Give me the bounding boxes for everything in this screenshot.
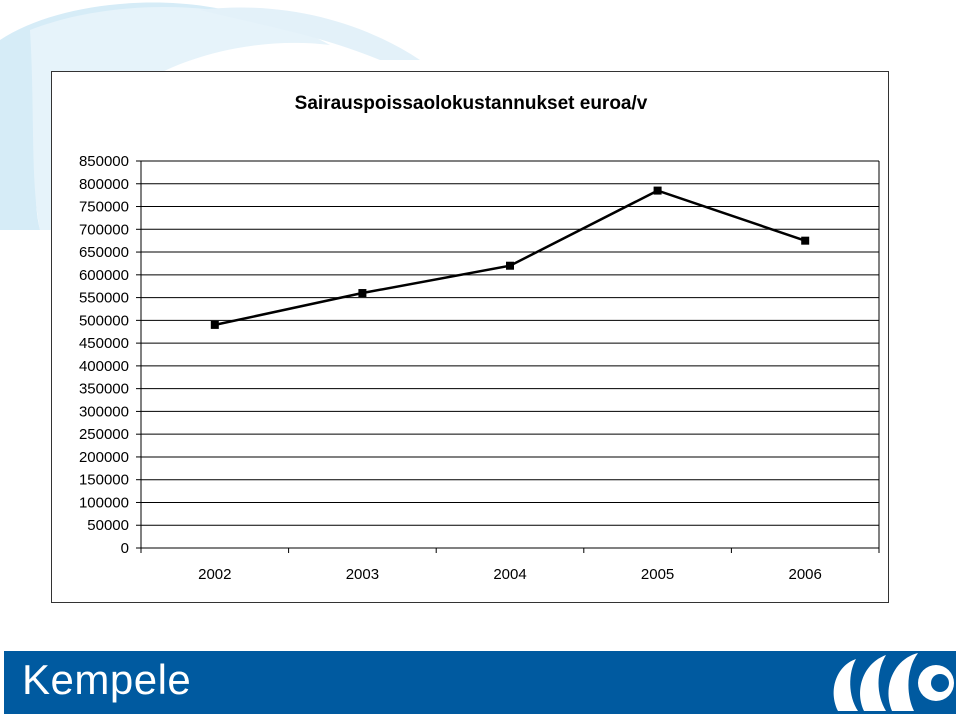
- y-tick-label: 200000: [79, 449, 129, 466]
- swirl-watermark-icon: [0, 2, 420, 230]
- y-tick-label: 0: [121, 540, 129, 557]
- data-point-marker: [210, 320, 219, 329]
- chart-title: Sairauspoissaolokustannukset euroa/v: [295, 93, 648, 114]
- y-tick-label: 350000: [79, 381, 129, 398]
- x-tick-label: 2003: [346, 566, 379, 583]
- y-tick-label: 800000: [79, 176, 129, 193]
- y-tick-label: 750000: [79, 199, 129, 216]
- x-tick-label: 2006: [789, 566, 822, 583]
- y-tick-label: 450000: [79, 335, 129, 352]
- series-line: [214, 189, 806, 327]
- data-point-marker: [358, 289, 367, 298]
- y-tick-label: 550000: [79, 290, 129, 307]
- data-point-marker: [653, 186, 662, 195]
- line-chart: Sairauspoissaolokustannukset euroa/v 0 50…: [79, 93, 880, 583]
- y-tick-label: 300000: [79, 403, 129, 420]
- axes: [136, 160, 880, 553]
- y-tick-label: 150000: [79, 472, 129, 489]
- y-tick-label: 250000: [79, 426, 129, 443]
- footer-bar: Kempele: [4, 651, 956, 714]
- x-tick-labels: 2002 2003 2004 2005 2006: [198, 566, 822, 583]
- y-tick-label: 400000: [79, 358, 129, 375]
- y-tick-label: 50000: [87, 517, 129, 534]
- y-tick-label: 600000: [79, 267, 129, 284]
- gridlines: [141, 160, 879, 526]
- brand-name: Kempele: [22, 656, 192, 703]
- data-point-marker: [801, 236, 810, 245]
- y-tick-label: 500000: [79, 312, 129, 329]
- y-tick-labels: 0 50000 100000 150000 200000 250000 300000 3500…: [79, 153, 129, 557]
- series-line-0: [214, 189, 806, 327]
- x-tick-label: 2005: [641, 566, 674, 583]
- y-tick-label: 700000: [79, 221, 129, 238]
- chart-panel: Sairauspoissaolokustannukset euroa/v 0 50…: [51, 71, 889, 603]
- y-tick-label: 100000: [79, 494, 129, 511]
- series-markers: [210, 186, 810, 329]
- data-point-marker: [506, 261, 514, 270]
- y-tick-label: 650000: [79, 244, 129, 261]
- kempele-swirl-logo-icon: [833, 653, 954, 711]
- y-tick-label: 850000: [79, 153, 129, 170]
- x-tick-label: 2002: [198, 566, 231, 583]
- x-tick-label: 2004: [493, 566, 526, 583]
